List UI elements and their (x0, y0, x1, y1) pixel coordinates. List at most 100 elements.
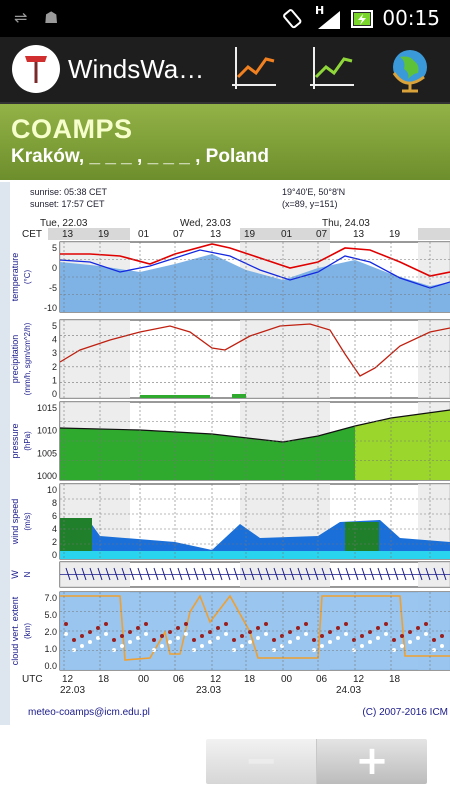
cloud-extent-line (60, 594, 450, 661)
wind-barb (337, 567, 343, 581)
cloud-dot (320, 644, 324, 648)
axis-tick: 4 (52, 524, 57, 534)
app-logo[interactable] (12, 45, 60, 93)
cloud-dot (280, 634, 284, 638)
chart-green-button[interactable] (306, 43, 358, 95)
windsock-icon (25, 56, 47, 83)
cloud-dot (224, 622, 228, 626)
axis-tick: 5.0 (44, 610, 57, 620)
wind-barb (257, 567, 263, 581)
cloud-dot (152, 638, 156, 642)
cet-label: CET (22, 229, 42, 240)
wind-barb (249, 567, 255, 581)
location-header: COAMPS Kraków, _ _ _ , _ _ _ , Poland (0, 104, 450, 180)
cloud-dot (176, 636, 180, 640)
pressure-area-high (355, 410, 450, 480)
cloud-dot (208, 630, 212, 634)
precipitation-line (59, 323, 450, 377)
cloud-dot (136, 636, 140, 640)
cloud-dot (216, 636, 220, 640)
cloud-dot (248, 630, 252, 634)
night-shade (418, 320, 450, 398)
hour-label-bottom: 12 (353, 674, 365, 685)
zoom-out-button[interactable]: − (206, 739, 316, 784)
cloud-dot (64, 632, 68, 636)
axis-tick: 1.0 (44, 644, 57, 654)
cloud-dot (432, 638, 436, 642)
temperature-line (60, 243, 450, 277)
wind-calm-band (60, 551, 450, 559)
copyright-text: (C) 2007-2016 ICM (362, 707, 448, 718)
cloud-dot (272, 648, 276, 652)
wind-barb (145, 567, 151, 581)
cloud-dot (192, 638, 196, 642)
wind-barb (177, 567, 183, 581)
wind-barb (409, 567, 415, 581)
cloud-dot (328, 640, 332, 644)
pressure-line (59, 409, 450, 443)
cloud-dot (360, 634, 364, 638)
cloud-background (60, 592, 450, 670)
meteogram-image: sunrise: 05:38 CET sunset: 17:57 CET 19°40… (0, 182, 450, 725)
hour-label-top: 13 (353, 229, 365, 240)
battery-charging-icon (351, 10, 373, 28)
wind-barb (193, 567, 199, 581)
wind-barb (121, 567, 127, 581)
cloud-dot (144, 622, 148, 626)
wind-barb (425, 567, 431, 581)
clock: 00:15 (382, 6, 440, 30)
night-band (240, 228, 330, 240)
panel-label: W (10, 570, 20, 579)
cloud-dot (384, 632, 388, 636)
axis-tick: 0.0 (44, 661, 57, 671)
cloud-dot (400, 634, 404, 638)
meteogram[interactable]: sunrise: 05:38 CET sunset: 17:57 CET 19°40… (0, 182, 450, 725)
cloud-dot (360, 644, 364, 648)
cloud-dot (376, 636, 380, 640)
day-label-top: Wed, 23.03 (180, 218, 231, 229)
cloud-dot (200, 644, 204, 648)
hour-label-bottom: 00 (281, 674, 293, 685)
cloud-dot (288, 630, 292, 634)
cloud-dot (440, 634, 444, 638)
axis-tick: 2 (52, 362, 57, 372)
cloud-dot (96, 626, 100, 630)
cloud-dot (104, 622, 108, 626)
cloud-dot (408, 640, 412, 644)
wind-barb (417, 567, 423, 581)
cloud-dot (296, 626, 300, 630)
wind-barb (353, 567, 359, 581)
cloud-dot (376, 626, 380, 630)
cloud-dot (344, 622, 348, 626)
axis-tick: 1010 (37, 426, 57, 436)
cloud-dot (192, 648, 196, 652)
axis-tick: 1015 (37, 403, 57, 413)
axis-tick: 1 (52, 375, 57, 385)
cloud-dot (304, 632, 308, 636)
panel-unit: (hPa) (23, 431, 32, 451)
cloud-dot (416, 626, 420, 630)
cloud-dot (248, 640, 252, 644)
axis-tick: -10 (44, 303, 57, 313)
cloud-dot (184, 622, 188, 626)
wind-barb (273, 567, 279, 581)
hour-label-bottom: 18 (98, 674, 110, 685)
panel-label: precipitation (10, 335, 20, 384)
zoom-in-button[interactable]: + (316, 739, 427, 784)
wind-barb (321, 567, 327, 581)
globe-icon (392, 50, 427, 93)
precipitation-bars (232, 394, 246, 398)
wind-barb (281, 567, 287, 581)
chart-orange-button[interactable] (228, 43, 280, 95)
utc-label: UTC (22, 674, 43, 685)
hour-label-top: 13 (210, 229, 222, 240)
cloud-dot (232, 638, 236, 642)
chart-line-orange-icon (232, 47, 276, 89)
axis-tick: 10 (47, 485, 57, 495)
date-label-bottom: 23.03 (196, 685, 221, 696)
globe-button[interactable] (384, 43, 436, 95)
cloud-dot (232, 648, 236, 652)
hour-label-bottom: 06 (173, 674, 185, 685)
cloud-dot (80, 634, 84, 638)
panel-label: pressure (10, 423, 20, 458)
